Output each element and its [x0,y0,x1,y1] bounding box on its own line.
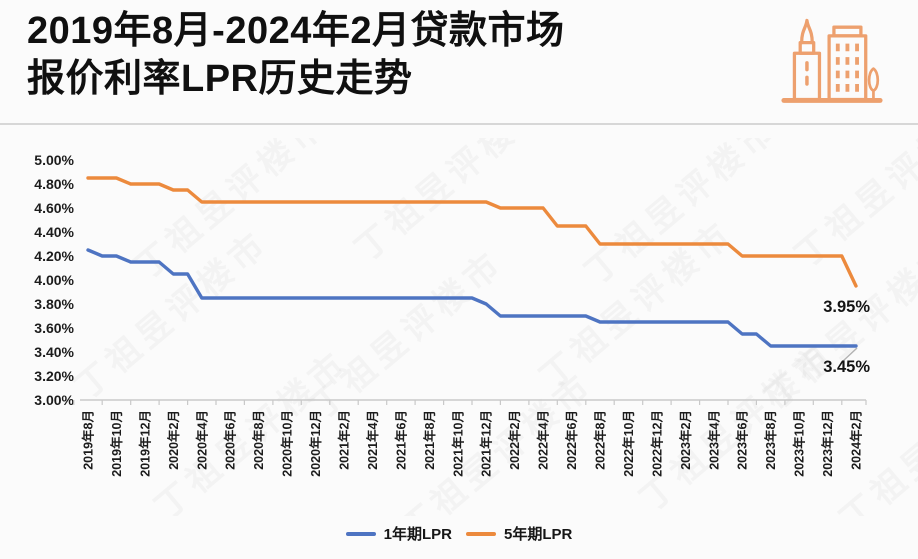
x-tick-label: 2023年6月 [735,410,750,470]
x-tick-label: 2019年10月 [109,410,124,477]
header-divider [0,123,918,125]
y-tick-label: 3.20% [34,368,74,384]
legend-item-5y-lpr: 5年期LPR [466,523,572,544]
y-tick-label: 4.60% [34,200,74,216]
x-tick-label: 2021年4月 [365,410,380,470]
icon-left-tower-neck [798,40,816,55]
x-tick-label: 2020年6月 [223,410,238,470]
x-tick-label: 2021年2月 [337,410,352,470]
series-line-1 [86,176,858,288]
page-title-line1: 2019年8月-2024年2月贷款市场 [27,10,565,52]
x-tick-label: 2023年12月 [820,410,835,477]
x-tick-label: 2021年8月 [422,410,437,470]
y-tick-label: 3.60% [34,320,74,336]
header: 2019年8月-2024年2月贷款市场 报价利率LPR历史走势 [27,8,768,103]
x-tick-label: 2022年8月 [593,410,608,470]
city-buildings-icon [781,18,883,103]
x-tick-label: 2022年4月 [536,410,551,470]
y-tick-label: 4.20% [34,248,74,264]
chart-legend: 1年期LPR 5年期LPR [0,523,918,544]
lpr-chart: 丁祖昱评楼市 丁祖昱评楼市 丁祖昱评楼市 丁祖昱评楼市 丁祖昱评楼市 丁祖昱评楼市 丁祖昱评… [0,138,918,516]
icon-tree [867,67,880,101]
series-line-0 [86,248,858,348]
x-tick-label: 2023年4月 [706,410,721,470]
y-tick-label: 5.00% [34,152,74,168]
x-tick-label: 2020年10月 [280,410,295,477]
y-tick-label: 4.80% [34,176,74,192]
y-tick-label: 3.80% [34,296,74,312]
x-tick-label: 2024年2月 [849,410,864,470]
y-tick-label: 3.00% [34,392,74,408]
x-tick-label: 2023年2月 [678,410,693,470]
x-tick-label: 2019年12月 [137,410,152,477]
end-label: 3.45% [823,358,870,376]
x-tick-label: 2022年10月 [621,410,636,477]
legend-item-1y-lpr: 1年期LPR [345,523,452,544]
icon-right-building-cap [832,25,863,38]
x-tick-label: 2022年6月 [564,410,579,470]
y-tick-label: 3.40% [34,344,74,360]
x-tick-label: 2022年12月 [649,410,664,477]
end-label: 3.95% [823,298,870,316]
x-tick-label: 2020年8月 [251,410,266,470]
legend-swatch-1y [345,531,376,536]
icon-right-building-windows [835,43,859,92]
icon-left-tower-dome [800,18,814,45]
legend-label-5y: 5年期LPR [504,526,573,543]
x-tick-label: 2020年12月 [308,410,323,477]
x-tick-label: 2022年2月 [507,410,522,470]
end-label-leader [842,347,858,362]
legend-label-1y: 1年期LPR [383,526,452,543]
y-tick-label: 4.00% [34,272,74,288]
x-tick-label: 2020年4月 [194,410,209,470]
x-tick-label: 2023年10月 [792,410,807,477]
x-tick-label: 2021年10月 [450,410,465,477]
legend-swatch-5y [466,531,496,536]
x-tick-label: 2021年12月 [479,410,494,477]
x-tick-label: 2021年6月 [393,410,408,470]
lpr-line-chart: 5.00% 4.80% 4.60% 4.40% 4.20% 4.00% 3.80% 3.60%… [34,152,870,477]
y-tick-label: 4.40% [34,224,74,240]
x-tick-label: 2020年2月 [166,410,181,470]
x-tick-label: 2023年8月 [763,410,778,470]
page-title-line2: 报价利率LPR历史走势 [27,57,413,100]
x-tick-label: 2019年8月 [81,410,96,470]
